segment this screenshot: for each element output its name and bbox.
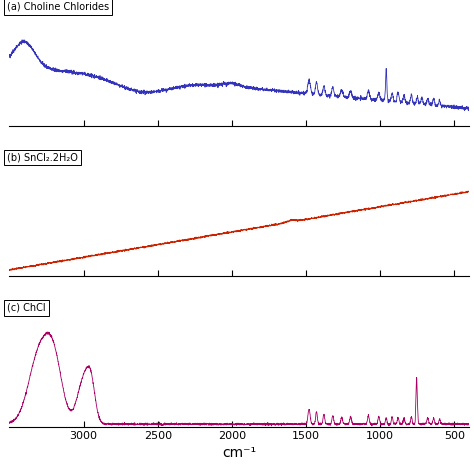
Text: (c) ChCl: (c) ChCl	[7, 303, 46, 313]
Text: (b) SnCl₂.2H₂O: (b) SnCl₂.2H₂O	[7, 153, 78, 163]
Text: (a) Choline Chlorides: (a) Choline Chlorides	[7, 2, 109, 12]
X-axis label: cm⁻¹: cm⁻¹	[222, 446, 256, 460]
